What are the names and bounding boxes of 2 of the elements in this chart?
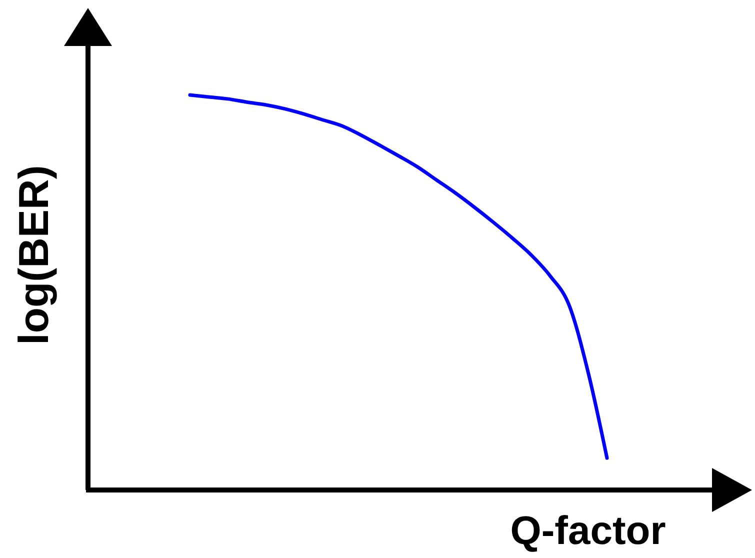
y-axis-title: log(BER): [10, 165, 57, 345]
x-axis-title: Q-factor: [510, 509, 666, 553]
